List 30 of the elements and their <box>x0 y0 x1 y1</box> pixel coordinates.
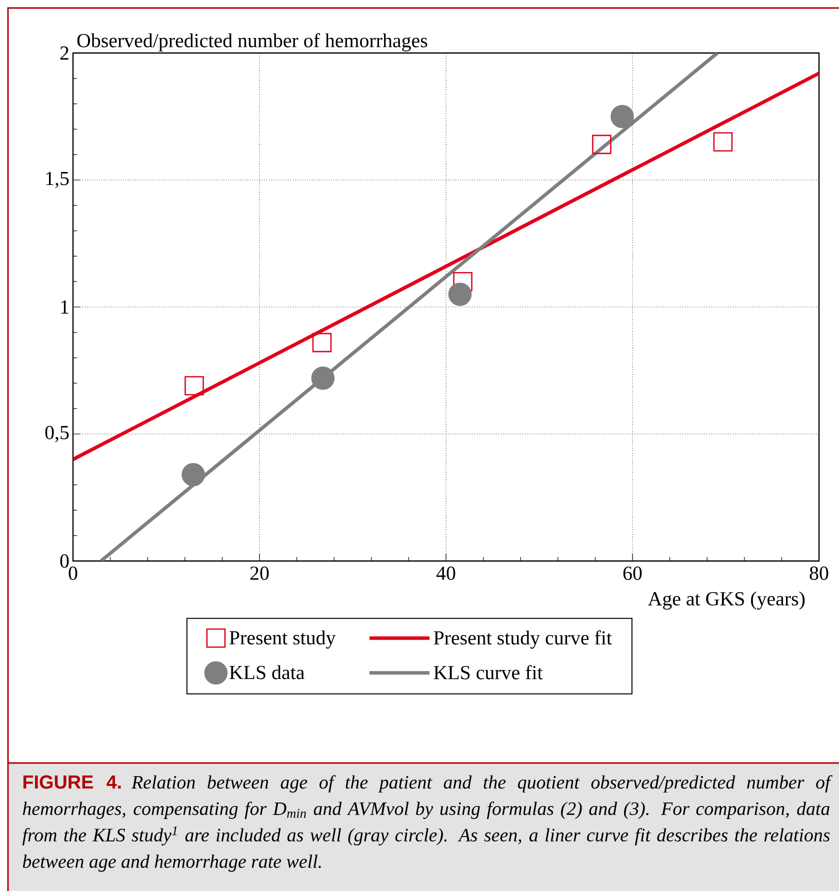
point <box>610 104 634 128</box>
text: from the KLS study$^{1}$ are included as well (gray circle). As seen, a liner curve fit describes the relations <box>22 826 830 846</box>
text: between age and hemorrhage rate well. <box>22 854 321 872</box>
point <box>312 332 332 352</box>
point <box>592 134 612 154</box>
y-tick-label: 0 <box>60 554 69 568</box>
point <box>182 462 205 486</box>
point <box>448 282 472 306</box>
x-tick-label: 40 <box>436 566 456 580</box>
y-tick-label: 0,5 <box>45 426 69 442</box>
x-tick-label: 80 <box>810 566 828 580</box>
legend-label: Present study <box>230 630 336 649</box>
text: hemorrhages, compensating for D$_{min}$ and AVMvol by using formulas (2) and (3). For comparison, data <box>22 802 830 819</box>
y-tick-label: 2 <box>60 46 68 60</box>
x-tick-label: 0 <box>68 566 78 580</box>
legend-label: Present study curve fit <box>434 630 612 649</box>
point <box>184 376 204 396</box>
point <box>311 366 335 390</box>
point <box>713 132 733 152</box>
y-tick-label: 1,5 <box>46 172 69 188</box>
text: Relation between age of the patient and the quotient observed/predicted number of <box>131 775 832 793</box>
point <box>453 272 472 292</box>
x-tick-label: 20 <box>250 566 269 580</box>
y-tick-label: 1 <box>61 300 68 314</box>
x-axis-title: Age at GKS (years) <box>648 592 805 610</box>
y-axis-title: Observed/predicted number of hemorrhages <box>77 33 428 52</box>
legend-label: KLS data <box>230 665 304 680</box>
caption: FIGURE 4. <box>23 775 121 789</box>
legend-label: KLS curve fit <box>434 665 543 680</box>
x-tick-label: 60 <box>623 566 642 580</box>
